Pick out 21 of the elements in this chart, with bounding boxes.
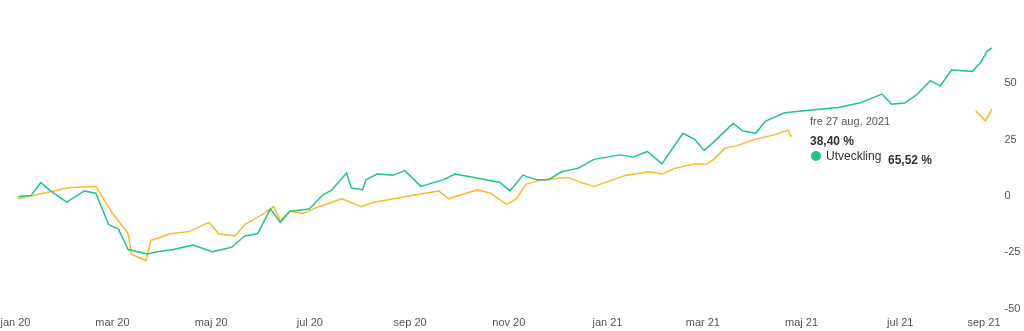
x-tick-label: sep 20 [393, 315, 427, 328]
x-tick-label: maj 21 [785, 315, 819, 328]
annotation: 65,52 % [888, 153, 933, 167]
x-tick-label: sep 21 [967, 315, 1001, 328]
x-tick-label: nov 20 [492, 315, 526, 328]
x-tick-label: mar 21 [685, 315, 720, 328]
line-series [17, 47, 993, 255]
y-tick-label: -50 [1004, 301, 1021, 314]
y-tick-label: -25 [1004, 245, 1021, 258]
x-tick-label: jan 21 [591, 315, 623, 328]
y-tick-label: 50 [1004, 76, 1017, 89]
x-tick-label: maj 20 [194, 315, 228, 328]
annotation: 38,40 % [810, 134, 855, 148]
y-tick-label: 25 [1004, 132, 1017, 145]
annotation: fre 27 aug, 2021 [810, 115, 891, 127]
y-tick-label: 0 [1004, 188, 1011, 201]
x-tick-label: jul 20 [295, 315, 323, 328]
x-tick-label: mar 20 [95, 315, 130, 328]
legend-label: Utveckling [826, 149, 882, 163]
x-tick-label: jan 20 [0, 315, 31, 328]
x-tick-label: jul 21 [886, 315, 914, 328]
